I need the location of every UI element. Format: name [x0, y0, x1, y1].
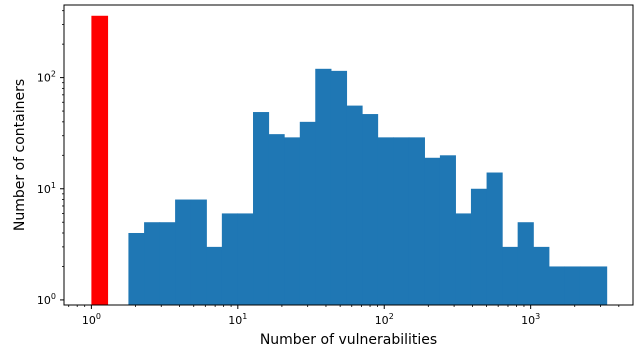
histogram-bar — [517, 222, 534, 305]
histogram-bar — [346, 105, 363, 305]
x-tick-label: 102 — [375, 312, 394, 327]
histogram-bar — [393, 137, 410, 305]
histogram-bar — [330, 70, 348, 306]
histogram-bar — [579, 266, 608, 305]
y-tick-label: 100 — [37, 292, 56, 307]
histogram-bar — [502, 246, 519, 305]
histogram-bars — [91, 15, 608, 306]
histogram-bar-highlight — [91, 15, 109, 306]
histogram-bar — [439, 155, 456, 305]
histogram-bar — [533, 246, 550, 305]
histogram-bar — [237, 213, 254, 305]
histogram-bar — [175, 199, 192, 305]
histogram-bar — [377, 137, 394, 305]
histogram-bar — [206, 246, 223, 305]
histogram-bar — [486, 172, 503, 305]
histogram-bar — [299, 121, 316, 305]
y-axis-label: Number of containers — [12, 79, 28, 231]
histogram-bar — [128, 232, 145, 305]
x-axis-ticks: 100 101 102 103 — [68, 305, 620, 327]
histogram-bar — [190, 199, 207, 305]
x-tick-label: 101 — [228, 312, 247, 327]
histogram-bar — [253, 112, 270, 305]
histogram-bar — [315, 68, 332, 305]
histogram-bar — [470, 188, 488, 305]
histogram-bar — [362, 114, 379, 305]
histogram-bar — [268, 134, 285, 305]
histogram-bar — [408, 137, 425, 305]
histogram-bar — [548, 266, 565, 305]
histogram-bar — [424, 157, 441, 305]
histogram-bar — [144, 222, 161, 305]
histogram-bar — [159, 222, 176, 305]
histogram-bar — [455, 213, 472, 305]
x-tick-label: 100 — [82, 312, 101, 327]
x-tick-label: 103 — [521, 312, 540, 327]
histogram-bar — [564, 266, 581, 305]
y-tick-label: 102 — [37, 70, 56, 85]
histogram-bar — [221, 213, 239, 305]
histogram-bar — [284, 137, 301, 305]
y-tick-label: 101 — [37, 181, 56, 196]
x-axis-label: Number of vulnerabilities — [260, 332, 437, 348]
y-axis-ticks: 100 101 102 — [37, 10, 64, 307]
